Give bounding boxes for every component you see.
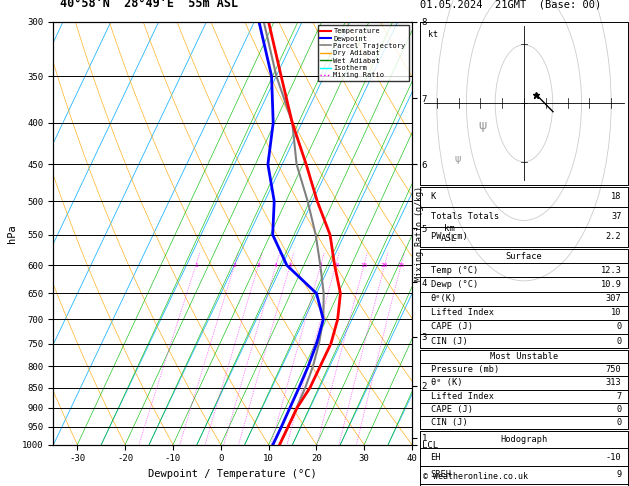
X-axis label: Dewpoint / Temperature (°C): Dewpoint / Temperature (°C) bbox=[148, 469, 317, 479]
Y-axis label: km
ASL: km ASL bbox=[441, 224, 457, 243]
Text: ψ: ψ bbox=[454, 155, 460, 164]
Text: 0: 0 bbox=[616, 404, 621, 414]
Text: 12.3: 12.3 bbox=[601, 266, 621, 275]
Text: PW (cm): PW (cm) bbox=[430, 232, 467, 242]
Text: 1: 1 bbox=[194, 263, 198, 268]
Text: Dewp (°C): Dewp (°C) bbox=[430, 280, 478, 289]
Text: Totals Totals: Totals Totals bbox=[430, 212, 499, 221]
Text: 4: 4 bbox=[274, 263, 278, 268]
Text: kt: kt bbox=[428, 30, 438, 39]
Text: CIN (J): CIN (J) bbox=[430, 417, 467, 427]
Text: © weatheronline.co.uk: © weatheronline.co.uk bbox=[423, 472, 528, 481]
Text: 15: 15 bbox=[360, 263, 368, 268]
Text: 18: 18 bbox=[611, 192, 621, 201]
Text: Most Unstable: Most Unstable bbox=[490, 352, 558, 362]
Text: SREH: SREH bbox=[430, 470, 452, 479]
Text: 2.2: 2.2 bbox=[606, 232, 621, 242]
Text: 20: 20 bbox=[381, 263, 388, 268]
Text: 7: 7 bbox=[616, 392, 621, 400]
Text: 3: 3 bbox=[257, 263, 260, 268]
Text: Lifted Index: Lifted Index bbox=[430, 308, 494, 317]
Y-axis label: hPa: hPa bbox=[7, 224, 17, 243]
Text: CAPE (J): CAPE (J) bbox=[430, 404, 472, 414]
Text: 25: 25 bbox=[397, 263, 404, 268]
Legend: Temperature, Dewpoint, Parcel Trajectory, Dry Adiabat, Wet Adiabat, Isotherm, Mi: Temperature, Dewpoint, Parcel Trajectory… bbox=[318, 25, 408, 81]
Text: 10: 10 bbox=[332, 263, 340, 268]
Text: 5: 5 bbox=[288, 263, 292, 268]
Text: 8: 8 bbox=[319, 263, 323, 268]
Text: 2: 2 bbox=[233, 263, 237, 268]
Text: 10: 10 bbox=[611, 308, 621, 317]
Text: 750: 750 bbox=[606, 365, 621, 374]
Text: θᵉ (K): θᵉ (K) bbox=[430, 379, 462, 387]
Text: 01.05.2024  21GMT  (Base: 00): 01.05.2024 21GMT (Base: 00) bbox=[420, 0, 601, 10]
Text: 0: 0 bbox=[616, 337, 621, 346]
Text: K: K bbox=[430, 192, 436, 201]
Text: Surface: Surface bbox=[506, 252, 542, 260]
Text: Mixing Ratio (g/kg): Mixing Ratio (g/kg) bbox=[415, 186, 424, 281]
Text: Lifted Index: Lifted Index bbox=[430, 392, 494, 400]
Text: 307: 307 bbox=[606, 294, 621, 303]
Text: Pressure (mb): Pressure (mb) bbox=[430, 365, 499, 374]
Text: 9: 9 bbox=[616, 470, 621, 479]
Text: Hodograph: Hodograph bbox=[500, 435, 548, 444]
Text: ψ: ψ bbox=[478, 119, 487, 132]
Text: 37: 37 bbox=[611, 212, 621, 221]
Text: θᵉ(K): θᵉ(K) bbox=[430, 294, 457, 303]
Text: 0: 0 bbox=[616, 323, 621, 331]
Text: Temp (°C): Temp (°C) bbox=[430, 266, 478, 275]
Text: 40°58'N  28°49'E  55m ASL: 40°58'N 28°49'E 55m ASL bbox=[60, 0, 238, 10]
Text: CIN (J): CIN (J) bbox=[430, 337, 467, 346]
Text: CAPE (J): CAPE (J) bbox=[430, 323, 472, 331]
Text: -10: -10 bbox=[606, 452, 621, 462]
Text: 313: 313 bbox=[606, 379, 621, 387]
Text: 0: 0 bbox=[616, 417, 621, 427]
Text: EH: EH bbox=[430, 452, 441, 462]
Text: 10.9: 10.9 bbox=[601, 280, 621, 289]
